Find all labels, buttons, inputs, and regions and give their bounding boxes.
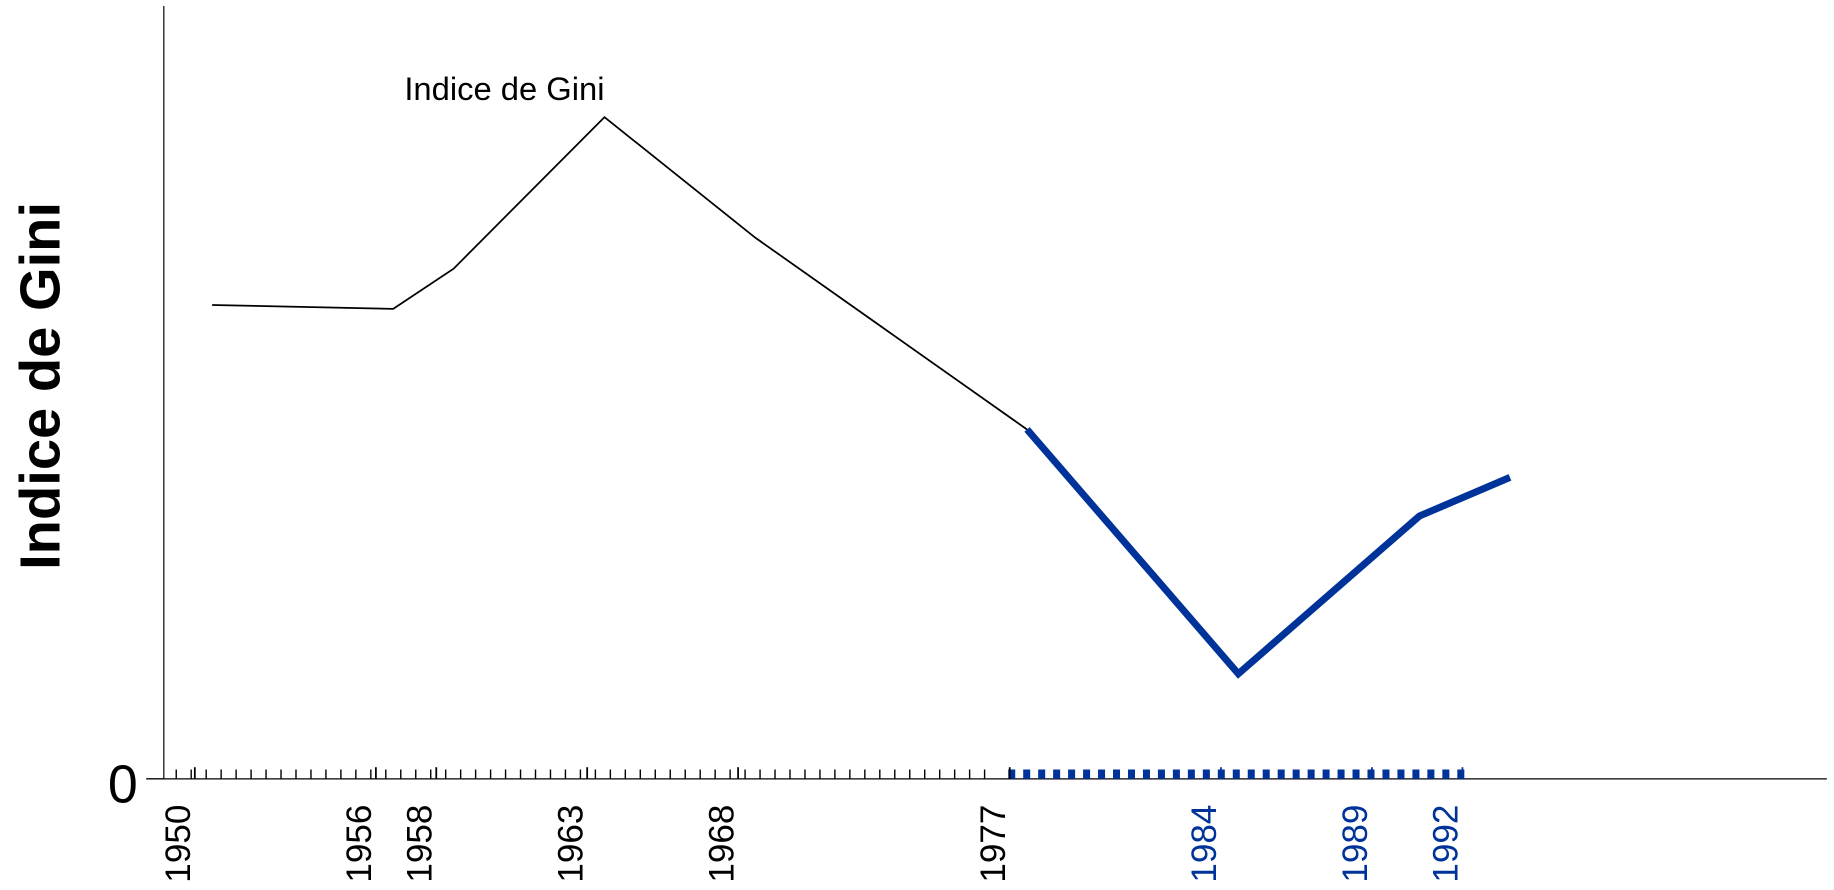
x-tick-label: 1956	[340, 805, 379, 883]
y-axis-title: Indice de Gini	[8, 202, 71, 570]
x-tick-label: 1984	[1185, 805, 1224, 883]
x-tick-label: 1963	[551, 805, 590, 883]
x-tick-label: 1977	[974, 805, 1013, 883]
x-tick-label: 1950	[159, 805, 198, 883]
line-series	[1024, 427, 1512, 679]
x-tick-label: 1989	[1336, 805, 1375, 883]
y-tick-label: 0	[108, 754, 138, 814]
line-series	[212, 115, 1028, 431]
x-tick-label: 1958	[400, 805, 439, 883]
series-label: Indice de Gini	[404, 70, 604, 107]
x-tick-label: 1992	[1427, 805, 1466, 883]
x-tick-label: 1968	[702, 805, 741, 883]
